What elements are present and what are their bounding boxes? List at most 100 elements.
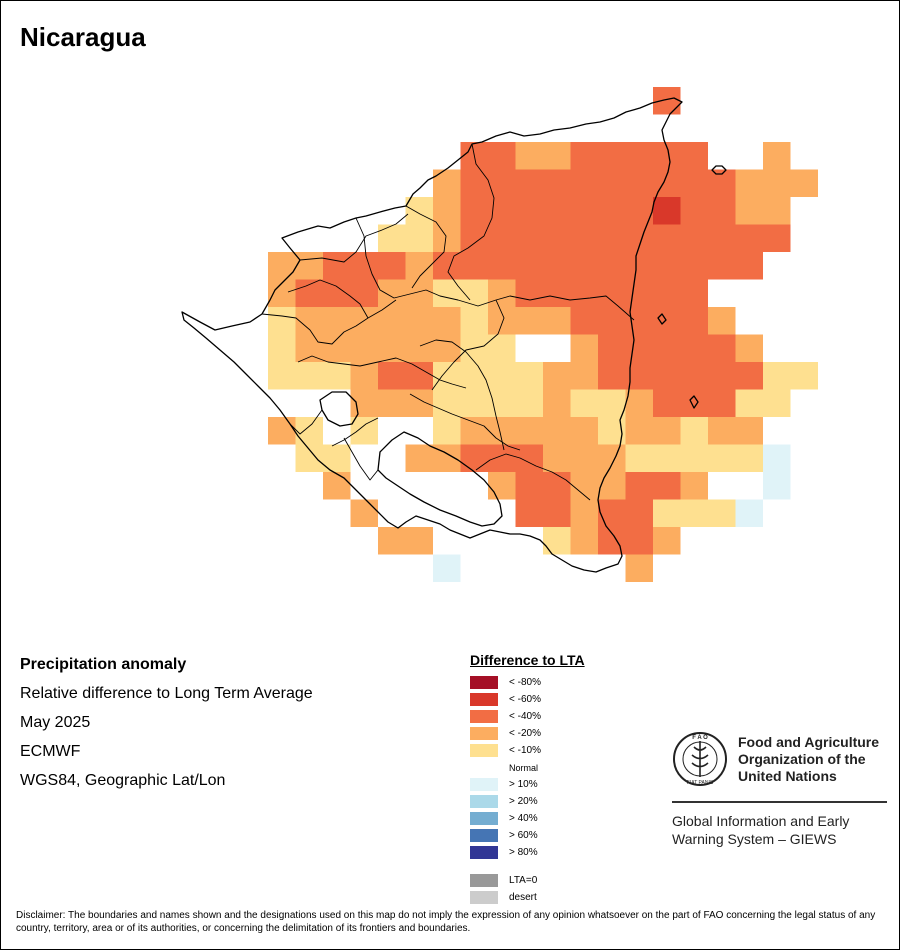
anomaly-cell — [625, 389, 653, 417]
anomaly-cell — [680, 362, 708, 390]
anomaly-cell — [543, 444, 571, 472]
anomaly-cell — [543, 224, 571, 252]
fao-logo-icon: F A O FIAT PANIS — [673, 732, 727, 786]
anomaly-cell — [570, 169, 598, 197]
info-projection: WGS84, Geographic Lat/Lon — [20, 772, 226, 789]
anomaly-cell — [625, 444, 653, 472]
anomaly-cell — [598, 362, 626, 390]
anomaly-cell — [708, 307, 736, 335]
anomaly-cell — [543, 307, 571, 335]
info-subtitle: Relative difference to Long Term Average — [20, 685, 313, 702]
anomaly-cell — [350, 389, 378, 417]
anomaly-cell — [653, 307, 681, 335]
fao-name-line3: United Nations — [738, 767, 837, 784]
anomaly-cell — [515, 307, 543, 335]
anomaly-cell — [598, 252, 626, 280]
anomaly-cell — [543, 417, 571, 445]
legend-item-desert: desert — [470, 889, 585, 906]
anomaly-grid — [268, 87, 818, 582]
anomaly-cell — [763, 142, 791, 170]
anomaly-cell — [488, 362, 516, 390]
anomaly-cell — [488, 389, 516, 417]
legend-label: > 10% — [509, 779, 538, 790]
anomaly-cell — [433, 279, 461, 307]
anomaly-cell — [625, 169, 653, 197]
anomaly-cell — [625, 334, 653, 362]
anomaly-cell — [405, 334, 433, 362]
anomaly-cell — [708, 224, 736, 252]
anomaly-cell — [735, 389, 763, 417]
anomaly-cell — [378, 279, 406, 307]
svg-text:F A O: F A O — [692, 735, 708, 741]
anomaly-cell — [625, 472, 653, 500]
anomaly-cell — [653, 499, 681, 527]
anomaly-cell — [460, 197, 488, 225]
anomaly-cell — [323, 252, 351, 280]
anomaly-cell — [625, 252, 653, 280]
legend-swatch — [470, 710, 498, 723]
fao-divider — [672, 801, 887, 803]
anomaly-cell — [323, 472, 351, 500]
anomaly-cell — [378, 389, 406, 417]
anomaly-cell — [405, 527, 433, 555]
legend-swatch — [470, 829, 498, 842]
anomaly-cell — [460, 224, 488, 252]
anomaly-cell — [378, 252, 406, 280]
legend-swatch — [470, 693, 498, 706]
legend-label: < -40% — [509, 711, 541, 722]
anomaly-cell — [405, 279, 433, 307]
anomaly-cell — [763, 197, 791, 225]
legend-item-gt60: > 60% — [470, 827, 585, 844]
anomaly-cell — [515, 197, 543, 225]
legend-item-lt80: < -80% — [470, 674, 585, 691]
anomaly-cell — [295, 252, 323, 280]
legend: Difference to LTA < -80% < -60% < -40% <… — [470, 652, 585, 906]
anomaly-cell — [295, 279, 323, 307]
anomaly-cell — [268, 362, 296, 390]
anomaly-cell — [570, 252, 598, 280]
anomaly-cell — [570, 307, 598, 335]
anomaly-cell — [735, 224, 763, 252]
anomaly-cell — [653, 389, 681, 417]
anomaly-cell — [460, 252, 488, 280]
anomaly-cell — [763, 224, 791, 252]
anomaly-cell — [598, 197, 626, 225]
legend-swatch — [470, 891, 498, 904]
fao-name: Food and Agriculture Organization of the… — [738, 734, 879, 785]
anomaly-cell — [680, 472, 708, 500]
anomaly-cell — [460, 389, 488, 417]
anomaly-cell — [350, 499, 378, 527]
anomaly-cell — [460, 169, 488, 197]
anomaly-cell — [323, 307, 351, 335]
anomaly-cell — [680, 444, 708, 472]
anomaly-cell — [543, 472, 571, 500]
anomaly-cell — [405, 252, 433, 280]
anomaly-cell — [570, 279, 598, 307]
anomaly-cell — [625, 554, 653, 582]
anomaly-cell — [625, 279, 653, 307]
legend-swatch — [470, 795, 498, 808]
anomaly-cell — [515, 142, 543, 170]
anomaly-cell — [295, 417, 323, 445]
anomaly-cell — [488, 142, 516, 170]
anomaly-cell — [543, 499, 571, 527]
legend-label: > 80% — [509, 847, 538, 858]
anomaly-cell — [515, 417, 543, 445]
anomaly-cell — [708, 334, 736, 362]
anomaly-cell — [268, 252, 296, 280]
anomaly-cell — [708, 252, 736, 280]
anomaly-cell — [543, 279, 571, 307]
anomaly-cell — [763, 169, 791, 197]
anomaly-cell — [460, 307, 488, 335]
anomaly-cell — [570, 444, 598, 472]
anomaly-cell — [515, 472, 543, 500]
department-boundaries — [261, 143, 635, 501]
legend-label: < -60% — [509, 694, 541, 705]
anomaly-cell — [570, 389, 598, 417]
anomaly-cell — [515, 169, 543, 197]
anomaly-cell — [653, 444, 681, 472]
anomaly-cell — [543, 197, 571, 225]
anomaly-cell — [790, 362, 818, 390]
anomaly-cell — [460, 417, 488, 445]
legend-title: Difference to LTA — [470, 652, 585, 668]
